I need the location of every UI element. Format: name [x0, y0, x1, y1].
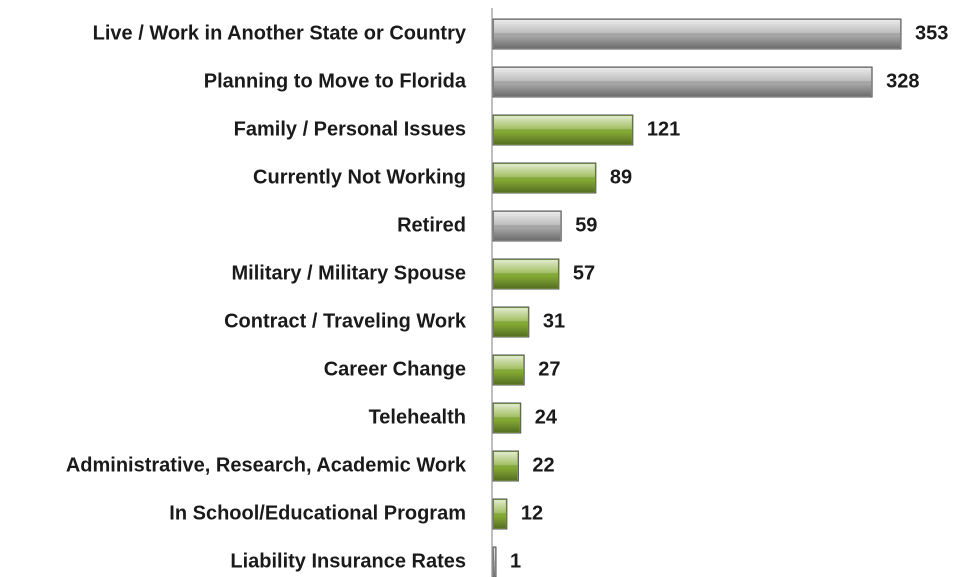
bar [492, 258, 560, 290]
value-label: 89 [610, 166, 632, 188]
bar [492, 210, 562, 242]
category-label: Liability Insurance Rates [230, 550, 466, 572]
bar [492, 498, 508, 530]
category-label: Telehealth [369, 406, 466, 428]
bar [492, 114, 634, 146]
category-label: Career Change [324, 358, 466, 380]
bar [492, 306, 530, 338]
category-label: Live / Work in Another State or Country [93, 22, 467, 44]
value-label: 59 [575, 214, 597, 236]
category-label: Planning to Move to Florida [204, 70, 467, 92]
value-label: 1 [510, 550, 521, 572]
bar [492, 66, 873, 98]
category-label: In School/Educational Program [169, 502, 466, 524]
value-label: 57 [573, 262, 595, 284]
bar [492, 18, 902, 50]
category-label: Contract / Traveling Work [224, 310, 467, 332]
bar [492, 402, 522, 434]
bar [492, 354, 525, 386]
value-label: 24 [535, 406, 558, 428]
value-label: 27 [538, 358, 560, 380]
category-label: Administrative, Research, Academic Work [66, 454, 467, 476]
category-label: Currently Not Working [253, 166, 466, 188]
value-label: 121 [647, 118, 680, 140]
bar [492, 162, 597, 194]
value-label: 12 [521, 502, 543, 524]
category-label: Retired [397, 214, 466, 236]
value-label: 353 [915, 22, 948, 44]
value-label: 22 [532, 454, 554, 476]
category-label: Military / Military Spouse [231, 262, 466, 284]
bar [492, 450, 519, 482]
value-label: 31 [543, 310, 565, 332]
category-label: Family / Personal Issues [234, 118, 466, 140]
bar [492, 546, 497, 577]
value-label: 328 [886, 70, 919, 92]
